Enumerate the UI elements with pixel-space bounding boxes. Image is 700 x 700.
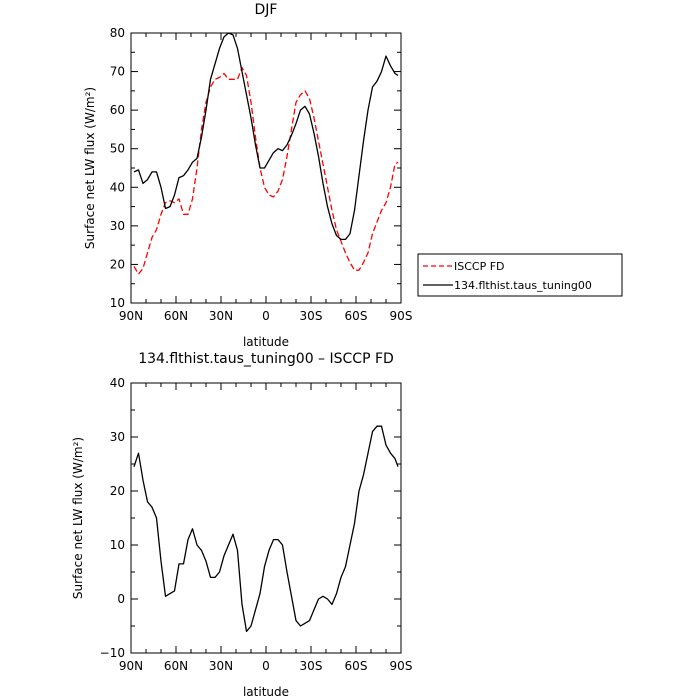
bottom-title: 134.flthist.taus_tuning00 – ISCCP FD [138, 351, 394, 367]
top-x-tick-label: 60N [164, 309, 188, 323]
bottom-x-tick-label: 90N [119, 659, 143, 673]
bottom-series-line-0 [133, 425, 399, 633]
top-x-tick-label: 30S [300, 309, 323, 323]
bottom-x-axis-label: latitude [243, 685, 289, 699]
top-x-tick-label: 90S [390, 309, 413, 323]
top-title: DJF [255, 2, 278, 18]
bottom-y-tick-label: 20 [110, 484, 125, 498]
top-y-tick-label: 40 [110, 180, 125, 194]
top-y-tick-label: 60 [110, 103, 125, 117]
bottom-x-tick-label: 90S [390, 659, 413, 673]
bottom-y-tick-label: 10 [110, 538, 125, 552]
top-y-tick-label: 20 [110, 257, 125, 271]
bottom-x-tick-label: 30N [209, 659, 233, 673]
bottom-x-tick-label: 60S [345, 659, 368, 673]
bottom-y-tick-label: 0 [117, 592, 125, 606]
bottom-panel: 134.flthist.taus_tuning00 – ISCCP FD lat… [71, 351, 412, 699]
bottom-y-tick-label: −10 [100, 646, 125, 660]
legend-box [417, 253, 623, 297]
top-x-tick-label: 60S [345, 309, 368, 323]
bottom-x-tick-label: 0 [262, 659, 270, 673]
bottom-x-tick-label: 60N [164, 659, 188, 673]
bottom-y-axis-label: Surface net LW flux (W/m²) [71, 437, 85, 599]
bottom-x-tick-label: 30S [300, 659, 323, 673]
legend: ISCCP FD 134.flthist.taus_tuning00 [417, 253, 623, 297]
bottom-plot-frame [130, 382, 402, 654]
top-series-line-0 [133, 67, 399, 275]
legend-label-isccp: ISCCP FD [454, 260, 505, 273]
bottom-y-tick-label: 40 [110, 376, 125, 390]
top-y-tick-label: 70 [110, 65, 125, 79]
top-y-tick-label: 50 [110, 142, 125, 156]
top-x-tick-label: 90N [119, 309, 143, 323]
top-x-axis-label: latitude [243, 335, 289, 349]
top-panel: DJF latitude Surface net LW flux (W/m²) … [83, 2, 412, 349]
top-x-tick-label: 30N [209, 309, 233, 323]
legend-label-model: 134.flthist.taus_tuning00 [454, 279, 592, 292]
top-y-tick-label: 80 [110, 26, 125, 40]
bottom-y-tick-label: 30 [110, 430, 125, 444]
top-y-tick-label: 30 [110, 219, 125, 233]
top-series-line-1 [133, 32, 399, 241]
top-x-tick-label: 0 [262, 309, 270, 323]
top-y-axis-label: Surface net LW flux (W/m²) [83, 87, 97, 249]
top-y-tick-label: 10 [110, 296, 125, 310]
